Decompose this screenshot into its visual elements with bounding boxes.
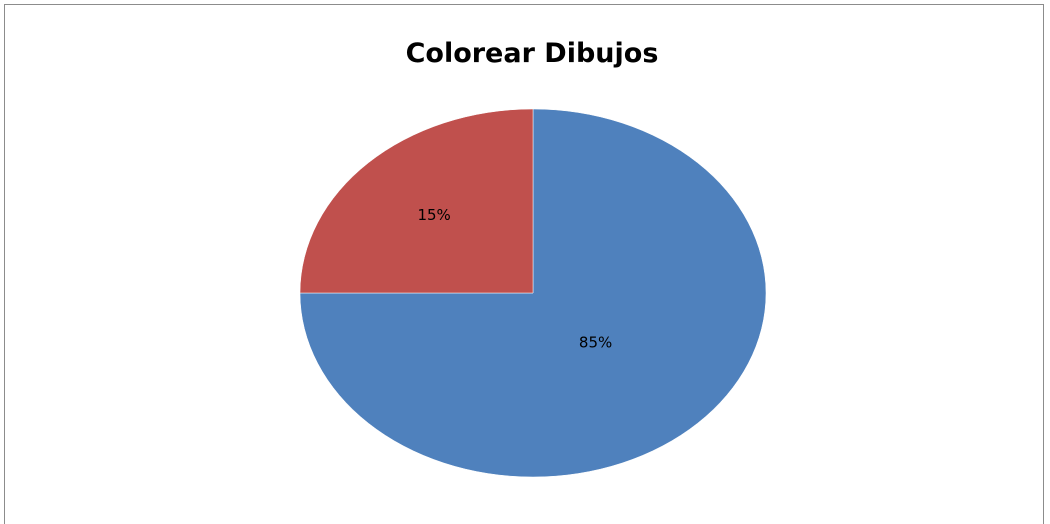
- pie-slice-15: [299, 108, 534, 294]
- data-label-15: 15%: [417, 206, 450, 224]
- data-label-85: 85%: [579, 333, 612, 351]
- chart-title: Colorear Dibujos: [405, 38, 659, 69]
